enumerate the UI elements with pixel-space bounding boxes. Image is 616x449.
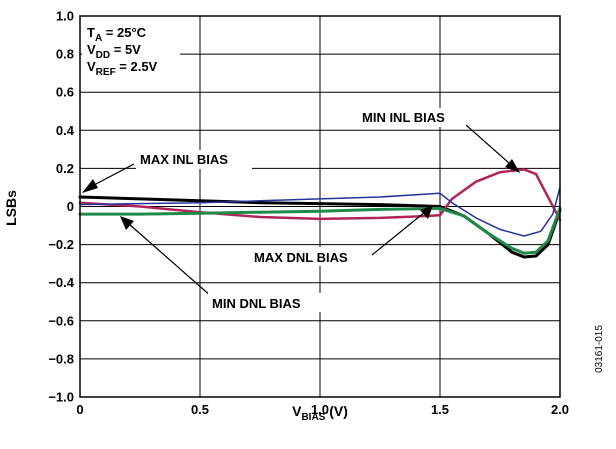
- y-tick-label: 0.2: [56, 161, 74, 176]
- annotation-arrowhead-max-inl: [82, 179, 98, 193]
- data-series: [78, 168, 562, 259]
- x-tick-label: 0.5: [191, 402, 209, 417]
- x-axis-title: VBIAS (V): [292, 403, 348, 423]
- y-axis-ticks: 1.0 0.8 0.6 0.4 0.2 0 −0.2 −0.4 −0.6 −0.8 −1.0: [48, 9, 74, 405]
- series-line-min-dnl-bias: [78, 206, 562, 255]
- y-tick-label: 0.6: [56, 85, 74, 100]
- y-tick-label: −0.4: [48, 275, 74, 290]
- x-tick-label: 1.0: [311, 402, 329, 417]
- annotations: MAX INL BIAS MIN INL BIAS MAX DNL BIAS M…: [82, 108, 520, 312]
- annotation-min-inl-bias: MIN INL BIAS: [362, 110, 445, 125]
- annotation-min-dnl-bias: MIN DNL BIAS: [212, 296, 301, 311]
- y-axis-title: LSBs: [3, 190, 19, 226]
- y-tick-label: 1.0: [56, 9, 74, 24]
- annotation-max-dnl-bias: MAX DNL BIAS: [254, 250, 348, 265]
- y-tick-label: 0.4: [56, 123, 75, 138]
- x-axis-title-unit: (V): [325, 403, 348, 419]
- annotation-background-max-dnl: [250, 247, 370, 266]
- figure-id: 03161-015: [594, 325, 605, 373]
- conditions-box: TA = 25°C VDD = 5V VREF = 2.5V: [82, 20, 180, 78]
- condition-vdd: VDD = 5V: [87, 42, 141, 61]
- annotation-arrow-min-dnl: [128, 223, 213, 298]
- annotation-arrow-min-inl: [465, 124, 511, 165]
- y-tick-label: −0.6: [48, 313, 74, 328]
- annotation-background-max-inl: [136, 150, 252, 169]
- x-tick-label: 0: [76, 402, 83, 417]
- annotation-arrowhead-min-dnl: [120, 216, 134, 230]
- x-tick-label: 2.0: [551, 402, 569, 417]
- annotation-max-inl-bias: MAX INL BIAS: [140, 152, 228, 167]
- series-line-max-dnl-bias: [79, 186, 561, 237]
- y-tick-label: −0.2: [48, 237, 74, 252]
- annotation-arrow-max-dnl: [371, 211, 426, 256]
- annotation-arrow-max-inl: [93, 163, 135, 186]
- annotation-arrowhead-min-inl: [505, 159, 520, 173]
- y-tick-label: −1.0: [48, 390, 74, 405]
- x-axis-title-main: V: [292, 403, 302, 419]
- condition-vref: VREF = 2.5V: [87, 59, 158, 78]
- y-tick-label: 0.8: [56, 47, 74, 62]
- x-axis-ticks: 0 0.5 1.0 1.5 2.0: [76, 402, 569, 417]
- annotation-arrowhead-max-dnl: [420, 205, 433, 219]
- annotation-background-min-inl: [358, 108, 466, 127]
- annotation-background-min-dnl: [208, 293, 324, 312]
- plot-frame: [79, 15, 561, 398]
- y-tick-label: 0: [67, 199, 74, 214]
- condition-temperature: TA = 25°C: [87, 25, 147, 44]
- y-tick-label: −0.8: [48, 351, 74, 366]
- x-tick-label: 1.5: [431, 402, 449, 417]
- x-axis-title-subscript: BIAS: [301, 412, 325, 423]
- conditions-background: [82, 20, 180, 78]
